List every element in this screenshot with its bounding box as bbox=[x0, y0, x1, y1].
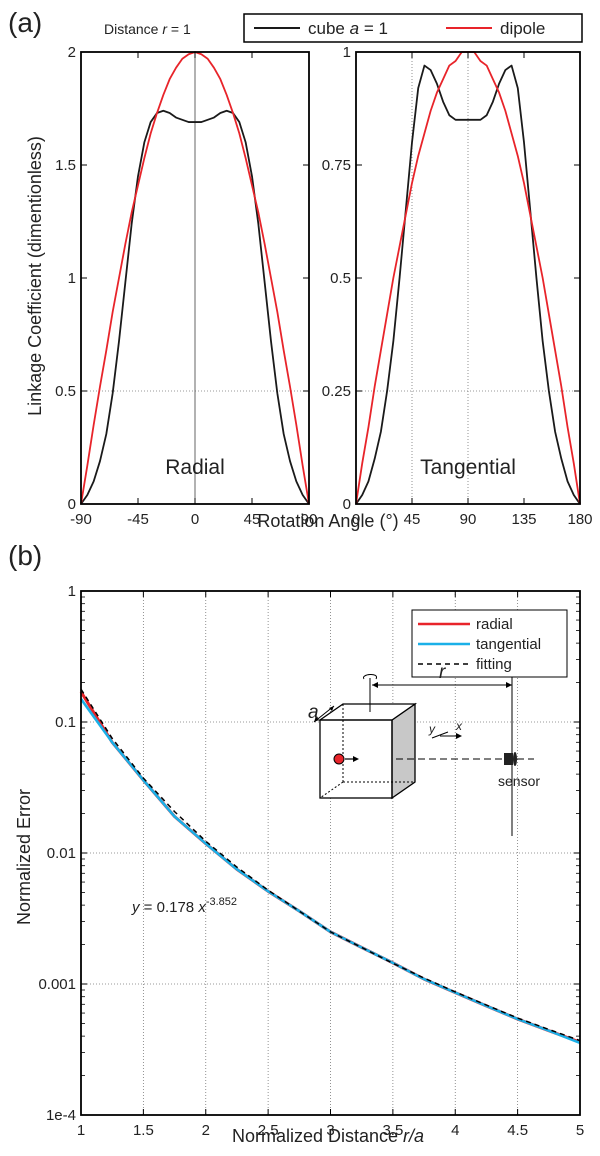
legend-b: radial tangential fitting bbox=[411, 609, 568, 678]
legend-fitting-label: fitting bbox=[476, 656, 512, 673]
plot-tangential-caption: Tangential bbox=[420, 456, 516, 479]
legend-a-box bbox=[243, 13, 583, 43]
plot-radial-ytick-label-3: 1.5 bbox=[55, 157, 76, 174]
plot-radial-ytick-label-0: 0 bbox=[68, 496, 76, 513]
cube-hidden-edge-d bbox=[319, 781, 344, 799]
plot-radial-ytick-label-1: 0.5 bbox=[55, 383, 76, 400]
plot-radial-xtick-label-4: 90 bbox=[301, 511, 318, 528]
distance-note-prefix: Distance bbox=[104, 21, 159, 37]
legend-cube-label: cube a = 1 bbox=[308, 19, 388, 38]
plot-error-xtick-label-7: 4.5 bbox=[507, 1122, 528, 1139]
fit-equation-exp: -3.852 bbox=[206, 896, 237, 908]
legend-tangential-label: tangential bbox=[476, 636, 541, 653]
plot-error-xtick-label-5: 3.5 bbox=[382, 1122, 403, 1139]
plot-radial: -90 -45 0 45 90 0 0.5 1 1.5 2 Radial bbox=[55, 44, 317, 528]
legend-cube-var: a bbox=[350, 19, 359, 38]
legend-cube-suffix: = 1 bbox=[364, 19, 388, 38]
plot-error-ytick-label-4: 1 bbox=[68, 583, 76, 600]
plot-tangential-xtick-label-2: 90 bbox=[460, 511, 477, 528]
panel-a-letter: (a) bbox=[8, 7, 42, 38]
dimension-a-arrow-2 bbox=[329, 706, 334, 711]
distance-note-var: r bbox=[162, 21, 168, 37]
inset-label-y: y bbox=[428, 722, 436, 736]
plot-tangential-xtick-label-4: 180 bbox=[567, 511, 592, 528]
plot-error-xtick-label-0: 1 bbox=[77, 1122, 85, 1139]
panel-b-xlabel: Normalized Distance r/a bbox=[232, 1126, 424, 1146]
sensor-lens-icon bbox=[513, 752, 517, 766]
panel-a-ylabel: Linkage Coefficient (dimentionless) bbox=[25, 136, 45, 416]
dimension-a-arrow-1 bbox=[314, 716, 319, 722]
plot-radial-xtick-label-1: -45 bbox=[127, 511, 149, 528]
plot-tangential: 0 45 90 135 180 0 0.25 0.5 0.75 1 Tangential bbox=[322, 44, 593, 528]
plot-error-xtick-label-3: 2.5 bbox=[258, 1122, 279, 1139]
inset-label-sensor: sensor bbox=[498, 773, 540, 789]
distance-note: Distance r = 1 bbox=[104, 21, 191, 37]
legend-cube-prefix: cube bbox=[308, 19, 345, 38]
plot-radial-ytick-label-4: 2 bbox=[68, 44, 76, 61]
y-axis-arrow bbox=[431, 731, 449, 739]
plot-tangential-ytick-label-1: 0.25 bbox=[322, 383, 351, 400]
plot-error-xtick-label-1: 1.5 bbox=[133, 1122, 154, 1139]
plot-error-xtick-label-2: 2 bbox=[202, 1122, 210, 1139]
plot-tangential-xtick-label-1: 45 bbox=[404, 511, 421, 528]
legend-a: cube a = 1 dipole bbox=[243, 13, 583, 43]
inset-label-r: r bbox=[439, 662, 446, 683]
panel-b-xlabel-prefix: Normalized Distance bbox=[232, 1126, 398, 1146]
x-axis-arrowhead bbox=[456, 733, 462, 739]
plot-radial-xtick-label-2: 0 bbox=[191, 511, 199, 528]
inset-label-a: a bbox=[308, 702, 319, 723]
panel-b-letter: (b) bbox=[8, 540, 42, 571]
legend-dipole-label: dipole bbox=[500, 19, 545, 38]
fit-equation-mid: = 0.178 bbox=[144, 899, 194, 916]
plot-radial-series-cube-a-1 bbox=[80, 109, 310, 505]
plot-tangential-ytick-label-0: 0 bbox=[343, 496, 351, 513]
panel-a-xlabel: Rotation Angle (°) bbox=[257, 511, 398, 531]
plot-error-xtick-label-4: 3 bbox=[326, 1122, 334, 1139]
plot-tangential-xtick-label-3: 135 bbox=[511, 511, 536, 528]
dimension-r-arrow-1 bbox=[372, 682, 378, 688]
plot-tangential-series-cube-a-1 bbox=[355, 64, 581, 505]
inset-diagram: a r sensor y x bbox=[308, 662, 540, 836]
fit-equation: y = 0.178 x-3.852 bbox=[131, 896, 237, 916]
inset-label-x: x bbox=[455, 719, 463, 733]
dimension-r-arrow-2 bbox=[506, 682, 512, 688]
plot-tangential-ytick-label-4: 1 bbox=[343, 44, 351, 61]
panel-b-xlabel-var: r/a bbox=[403, 1126, 424, 1146]
dipole-dot bbox=[333, 753, 345, 765]
rotation-arrow-icon bbox=[363, 674, 377, 680]
plot-error-ytick-label-1: 0.001 bbox=[38, 976, 76, 993]
sensor-icon bbox=[504, 753, 513, 765]
plot-error: 1 1.5 2 2.5 3 3.5 4 4.5 5 1e-4 0.001 0.01 0.1 1 bbox=[38, 583, 584, 1139]
plot-error-ytick-label-2: 0.01 bbox=[47, 845, 76, 862]
legend-radial-label: radial bbox=[476, 616, 513, 633]
plot-radial-xtick-label-0: -90 bbox=[70, 511, 92, 528]
fit-equation-y: y bbox=[131, 899, 141, 916]
plot-tangential-ytick-label-2: 0.5 bbox=[330, 270, 351, 287]
dipole-arrow-head bbox=[353, 756, 359, 762]
plot-error-xtick-label-6: 4 bbox=[451, 1122, 459, 1139]
plot-error-ytick-label-3: 0.1 bbox=[55, 714, 76, 731]
distance-note-suffix: = 1 bbox=[171, 21, 191, 37]
plot-tangential-xtick-label-0: 0 bbox=[352, 511, 360, 528]
plot-radial-xtick-label-3: 45 bbox=[244, 511, 261, 528]
plot-radial-ytick-label-2: 1 bbox=[68, 270, 76, 287]
plot-error-ytick-label-0: 1e-4 bbox=[46, 1107, 76, 1124]
panel-b-ylabel: Normalized Error bbox=[14, 789, 34, 925]
plot-radial-caption: Radial bbox=[165, 456, 225, 479]
plot-tangential-ytick-label-3: 0.75 bbox=[322, 157, 351, 174]
cube-front-face bbox=[319, 719, 393, 799]
plot-error-xtick-label-8: 5 bbox=[576, 1122, 584, 1139]
fit-equation-x: x bbox=[197, 899, 206, 916]
plot-error-series-fitting bbox=[80, 688, 581, 1042]
